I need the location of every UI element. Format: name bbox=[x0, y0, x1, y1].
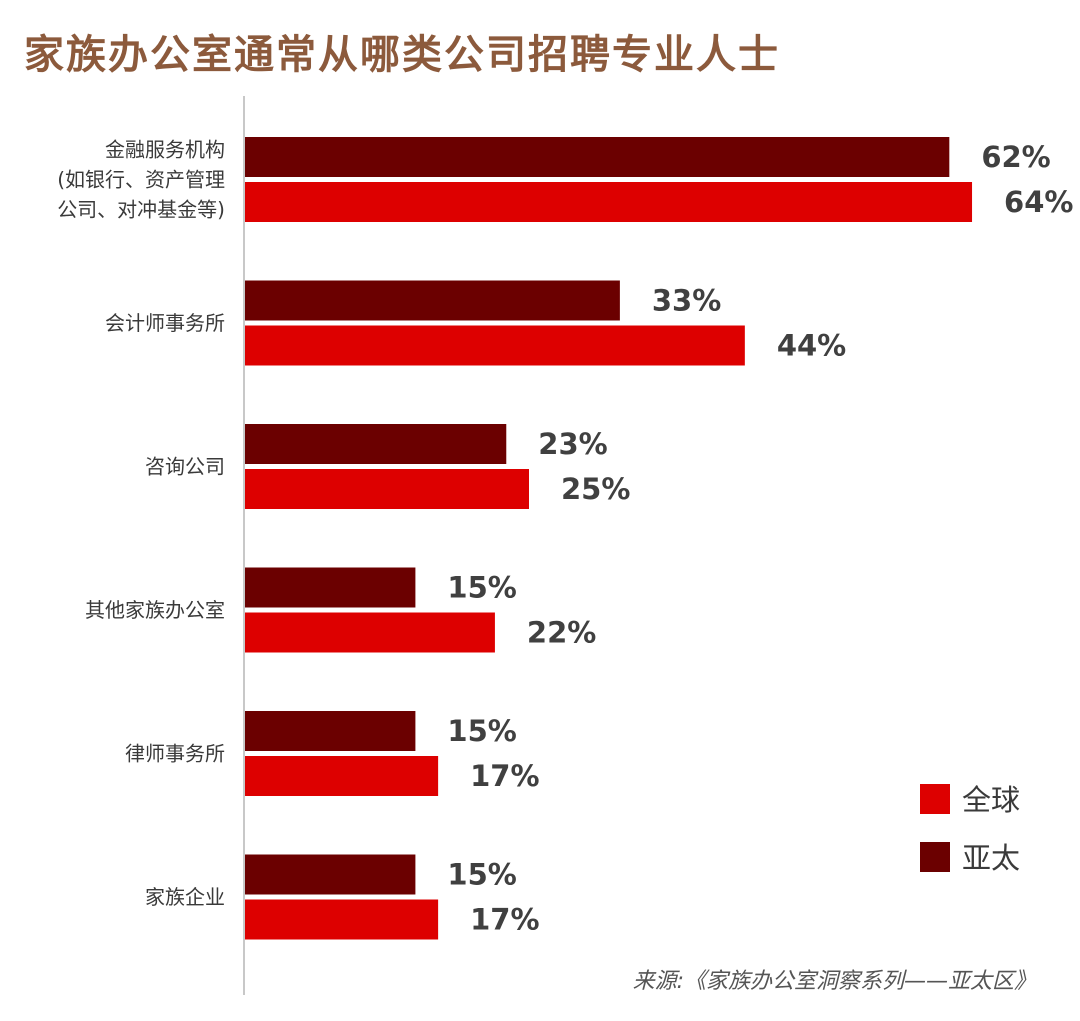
bar-global bbox=[245, 756, 439, 796]
chart-title: 家族办公室通常从哪类公司招聘专业人士 bbox=[24, 31, 780, 78]
category-label-line: 金融服务机构 bbox=[105, 138, 225, 162]
value-label-global: 17% bbox=[470, 759, 539, 793]
source-note: 来源:《家族办公室洞察系列——亚太区》 bbox=[632, 969, 1036, 994]
value-label-apac: 23% bbox=[538, 427, 607, 461]
value-label-apac: 33% bbox=[652, 284, 721, 318]
labels-group: 金融服务机构 (如银行、资产管理公司、对冲基金等) 62% 64% 会计师事务所 33% 4… bbox=[57, 138, 1073, 937]
category-label: 律师事务所 bbox=[125, 742, 225, 766]
value-label-global: 44% bbox=[777, 329, 846, 363]
value-label-apac: 15% bbox=[447, 571, 516, 605]
category-label-line: 会计师事务所 bbox=[105, 311, 225, 335]
bar-apac bbox=[245, 424, 507, 464]
category-label-line: 家族企业 bbox=[145, 885, 225, 909]
bar-global bbox=[245, 612, 495, 653]
bar-apac bbox=[245, 711, 416, 751]
bar-global bbox=[245, 899, 439, 940]
bar-global bbox=[245, 182, 973, 222]
category-label: 会计师事务所 bbox=[105, 311, 225, 335]
category-label-line: 咨询公司 bbox=[145, 455, 225, 479]
bar-apac bbox=[245, 280, 620, 321]
bar-apac bbox=[245, 137, 950, 177]
category-label-line: (如银行、资产管理 bbox=[57, 168, 225, 192]
category-label-line: 律师事务所 bbox=[125, 742, 225, 766]
category-label: 金融服务机构 (如银行、资产管理公司、对冲基金等) bbox=[57, 138, 225, 222]
value-label-global: 64% bbox=[1004, 185, 1073, 219]
value-label-global: 25% bbox=[561, 472, 630, 506]
bar-global bbox=[245, 469, 529, 509]
category-label: 其他家族办公室 bbox=[85, 598, 225, 622]
category-label-line: 公司、对冲基金等) bbox=[57, 198, 225, 222]
bar-global bbox=[245, 325, 745, 366]
legend-label-global: 全球 bbox=[962, 783, 1020, 817]
value-label-apac: 15% bbox=[447, 714, 516, 748]
legend-swatch-global bbox=[920, 784, 950, 814]
legend-swatch-apac bbox=[920, 842, 950, 872]
category-label: 咨询公司 bbox=[145, 455, 225, 479]
bar-apac bbox=[245, 854, 416, 895]
value-label-apac: 62% bbox=[981, 140, 1050, 174]
bar-apac bbox=[245, 567, 416, 608]
value-label-global: 17% bbox=[470, 903, 539, 937]
category-label-line: 其他家族办公室 bbox=[85, 598, 225, 622]
legend-label-apac: 亚太 bbox=[962, 841, 1020, 875]
bars-group bbox=[245, 137, 973, 940]
category-label: 家族企业 bbox=[145, 885, 225, 909]
value-label-global: 22% bbox=[527, 616, 596, 650]
value-label-apac: 15% bbox=[447, 858, 516, 892]
